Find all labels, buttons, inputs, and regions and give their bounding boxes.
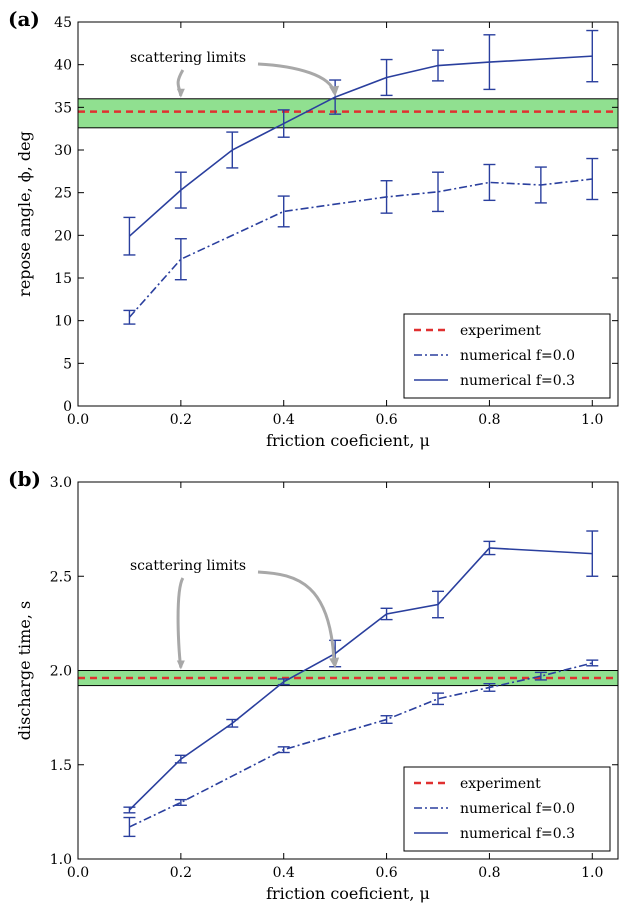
- error-bar: [586, 659, 599, 667]
- legend-entry: numerical f=0.0: [460, 801, 575, 817]
- legend-entry: numerical f=0.0: [460, 348, 575, 364]
- error-bar: [586, 530, 599, 577]
- series-line-0: [129, 662, 593, 828]
- legend-box: [403, 313, 611, 399]
- x-tick-label: 0.4: [273, 412, 295, 428]
- x-tick-label: 0.2: [170, 412, 192, 428]
- error-bar: [380, 607, 393, 621]
- error-bar: [380, 180, 393, 214]
- legend-entry: numerical f=0.3: [460, 826, 575, 842]
- legend-entry: numerical f=0.3: [460, 373, 575, 389]
- error-bar: [123, 806, 136, 814]
- error-bar: [432, 49, 444, 82]
- y-tick-label: 25: [54, 186, 72, 202]
- panel-label: (a): [8, 7, 40, 31]
- x-tick-label: 0.6: [375, 412, 397, 428]
- y-tick-label: 1.5: [50, 758, 72, 774]
- y-tick-label: 30: [54, 143, 72, 159]
- annotation-arrow: [257, 62, 336, 94]
- x-tick-label: 0.2: [170, 865, 192, 881]
- error-bar: [226, 718, 239, 728]
- annotation-arrowhead: [329, 85, 340, 97]
- error-bar: [123, 309, 136, 325]
- y-tick-label: 15: [54, 271, 72, 287]
- x-tick-label: 0.0: [67, 412, 89, 428]
- y-tick-label: 2.5: [50, 569, 72, 585]
- annotation-arrowhead: [176, 660, 185, 670]
- y-tick-label: 10: [54, 314, 72, 330]
- legend: experiment numerical f=0.0 numerical f=0.3: [403, 766, 611, 852]
- x-tick-label: 0.6: [375, 865, 397, 881]
- error-bar: [380, 58, 393, 97]
- error-bar: [432, 590, 444, 619]
- error-bar: [586, 157, 599, 201]
- y-tick-label: 3.0: [50, 475, 72, 491]
- error-bar: [483, 540, 496, 556]
- y-tick-label: 40: [54, 58, 72, 74]
- y-axis-label: discharge time, s: [15, 601, 34, 740]
- x-tick-label: 0.0: [67, 865, 89, 881]
- error-bar: [534, 671, 547, 681]
- annotation-text: scattering limits: [130, 558, 246, 574]
- x-axis-label: friction coeficient, μ: [266, 884, 430, 903]
- y-tick-label: 20: [54, 228, 72, 244]
- error-bar: [174, 798, 187, 806]
- x-axis-label: friction coeficient, μ: [266, 431, 430, 450]
- annotation-arrow: [176, 577, 185, 668]
- chart-panel-b: 0.0 0.2 0.4 0.6 0.8 1.0 1.0 1.5 2.0 2.5 3.0 frictio…: [8, 467, 619, 903]
- error-bar: [534, 166, 547, 204]
- legend: experiment numerical f=0.0 numerical f=0.3: [403, 313, 611, 399]
- series-line-1: [128, 55, 593, 237]
- error-bar: [277, 195, 290, 228]
- error-bar: [483, 682, 496, 692]
- legend-box: [403, 766, 611, 852]
- x-tick-label: 0.8: [478, 412, 500, 428]
- error-bar: [123, 816, 136, 838]
- error-bar: [277, 746, 290, 754]
- y-axis-label: repose angle, ϕ, deg: [15, 131, 34, 297]
- chart-panel-a: 0.0 0.2 0.4 0.6 0.8 1.0 0 5 10 15 20 25 30 35 40 45 fric…: [8, 7, 619, 450]
- x-tick-label: 1.0: [581, 412, 603, 428]
- error-bar: [432, 692, 444, 706]
- annotation-arrow: [257, 570, 336, 665]
- legend-entry: experiment: [460, 776, 541, 792]
- legend-entry: experiment: [460, 323, 541, 339]
- x-tick-label: 0.8: [478, 865, 500, 881]
- error-bar: [380, 715, 393, 724]
- annotation-text: scattering limits: [130, 50, 246, 66]
- y-tick-label: 45: [54, 15, 72, 31]
- y-tick-label: 5: [63, 356, 72, 372]
- error-bar: [174, 171, 187, 209]
- error-bar: [483, 34, 496, 91]
- series-line-0: [128, 178, 593, 318]
- error-bar: [329, 79, 342, 115]
- y-tick-label: 35: [54, 100, 72, 116]
- error-bar: [277, 678, 290, 686]
- error-bar: [174, 754, 187, 764]
- axes-frame: [77, 21, 619, 407]
- error-bar: [123, 216, 136, 256]
- y-tick-label: 1.0: [50, 852, 72, 868]
- error-bar: [226, 131, 239, 169]
- error-bar: [277, 109, 290, 138]
- x-tick-label: 0.4: [273, 865, 295, 881]
- annotation-arrowhead: [176, 88, 185, 98]
- error-bar: [483, 163, 496, 202]
- y-tick-label: 0: [63, 399, 72, 415]
- plot-area: [78, 29, 618, 325]
- plot-area: [78, 530, 618, 838]
- scattering-band: [78, 98, 618, 129]
- panel-label: (b): [8, 467, 41, 491]
- error-bar: [174, 238, 187, 281]
- error-bar: [586, 29, 599, 83]
- annotation-arrowhead: [329, 657, 340, 669]
- y-tick-label: 2.0: [50, 664, 72, 680]
- error-bar: [432, 171, 444, 213]
- x-tick-label: 1.0: [581, 865, 603, 881]
